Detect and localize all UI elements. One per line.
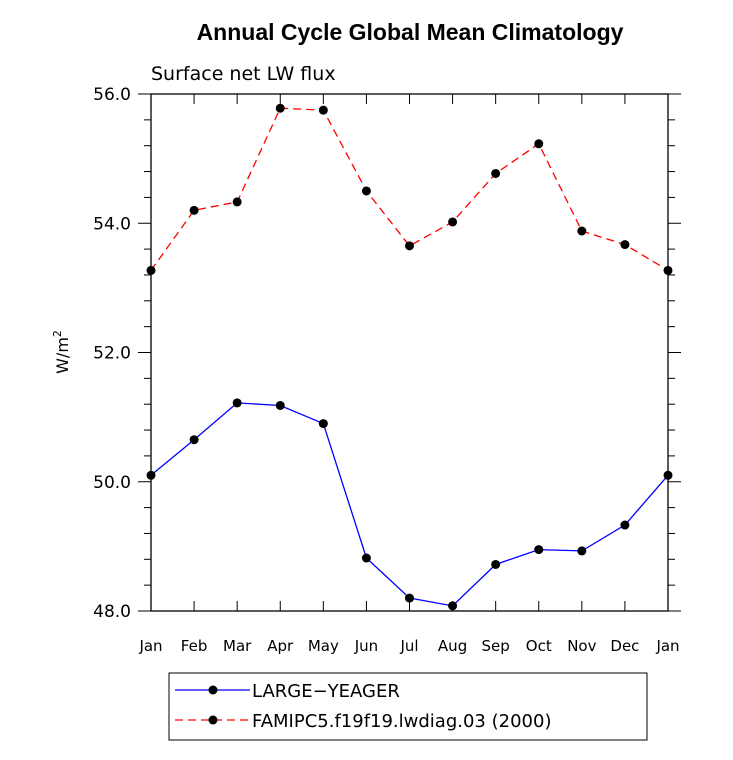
y-tick-labels: 48.0 50.0 52.0 54.0 56.0: [93, 85, 131, 622]
data-point: [232, 197, 242, 207]
x-tick-label: Sep: [482, 637, 510, 655]
data-point: [189, 435, 199, 445]
legend-label-0: LARGE−YEAGER: [252, 681, 400, 702]
svg-text:W/m2: W/m2: [51, 330, 72, 374]
chart-subtitle: Surface net LW flux: [151, 63, 336, 85]
data-point: [318, 419, 328, 429]
data-point: [620, 520, 630, 530]
data-point: [620, 240, 630, 250]
data-point: [663, 470, 673, 480]
chart-title: Annual Cycle Global Mean Climatology: [197, 19, 624, 45]
data-point: [318, 105, 328, 115]
y-tick-label: 52.0: [93, 344, 131, 364]
data-point: [146, 470, 156, 480]
legend: LARGE−YEAGER FAMIPC5.f19f19.lwdiag.03 (20…: [175, 681, 551, 732]
data-point: [275, 103, 285, 113]
x-tick-label: Oct: [526, 637, 552, 655]
y-tick-label: 50.0: [93, 473, 131, 493]
data-point: [534, 545, 544, 555]
data-point: [577, 546, 587, 556]
data-point: [146, 265, 156, 275]
data-point: [448, 217, 458, 227]
y-axis-label-superscript: 2: [51, 330, 64, 337]
data-point: [491, 559, 501, 569]
x-tick-label: Jul: [399, 637, 418, 655]
series-group: [146, 103, 673, 611]
data-point: [577, 226, 587, 236]
x-tick-label: Feb: [181, 637, 208, 655]
legend-marker: [208, 685, 218, 695]
legend-box: [168, 672, 648, 741]
legend-marker: [208, 715, 218, 725]
data-point: [663, 265, 673, 275]
plot-frame: [150, 93, 669, 612]
x-tick-label: Dec: [610, 637, 639, 655]
data-point: [232, 398, 242, 408]
legend-label-1: FAMIPC5.f19f19.lwdiag.03 (2000): [252, 711, 551, 732]
x-tick-label: Aug: [438, 637, 467, 655]
data-point: [361, 186, 371, 196]
data-point: [275, 400, 285, 410]
y-tick-label: 56.0: [93, 85, 131, 105]
x-tick-label: Apr: [267, 637, 294, 655]
y-tick-label: 54.0: [93, 214, 131, 234]
x-tick-label: Jun: [354, 637, 378, 655]
x-tick-label: Mar: [223, 637, 252, 655]
series-line-0: [150, 402, 669, 607]
x-tick-label: Jan: [138, 637, 162, 655]
data-point: [405, 241, 414, 251]
x-tick-label: Jan: [655, 637, 679, 655]
data-point: [189, 205, 199, 215]
data-point: [361, 553, 371, 563]
y-axis-label: W/m2: [51, 330, 72, 374]
x-tick-labels: Jan Feb Mar Apr May Jun Jul Aug Sep Oct Nov Dec Jan: [138, 637, 679, 655]
data-point: [405, 593, 414, 603]
data-point: [491, 168, 501, 178]
y-axis-label-base: W/m: [53, 337, 72, 374]
axis-ticks: [138, 93, 681, 612]
x-tick-label: Nov: [567, 637, 596, 655]
data-point: [448, 601, 458, 611]
y-tick-label: 48.0: [93, 602, 131, 622]
x-tick-label: May: [308, 637, 339, 655]
data-point: [534, 139, 544, 149]
